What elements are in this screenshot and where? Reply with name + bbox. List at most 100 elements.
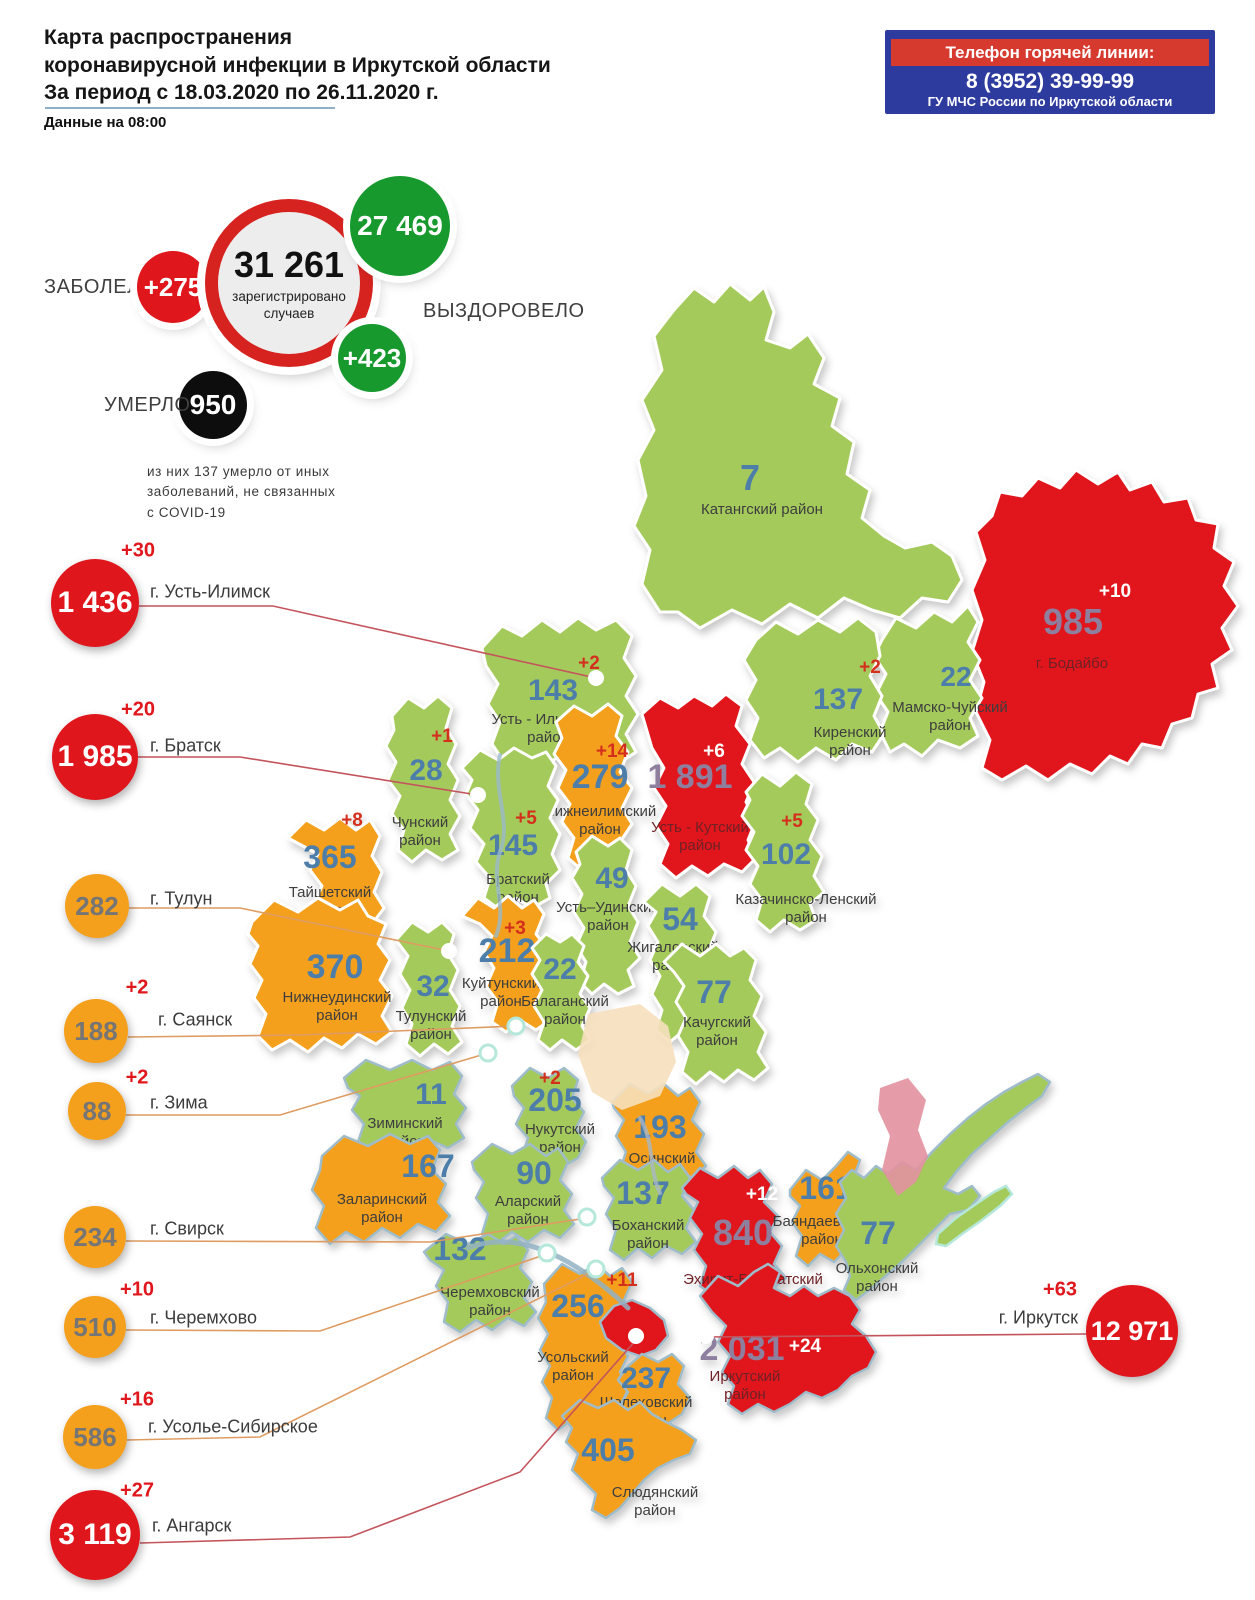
district-value: 193 xyxy=(633,1109,686,1145)
registered-value: 31 261 xyxy=(233,243,345,285)
district-value: 237 xyxy=(621,1362,671,1395)
district-balagansky: 22 Балаганский район xyxy=(521,932,609,1052)
hotline-phone: 8 (3952) 39-99-99 xyxy=(965,70,1135,93)
city-dot-cheremkhovo xyxy=(537,1243,557,1263)
hotline-org: ГУ МЧС России по Иркутской области xyxy=(927,94,1173,109)
district-label: Аларский район xyxy=(495,1193,561,1228)
district-label: Нижнеудинский район xyxy=(283,989,392,1024)
district-delta: +5 xyxy=(781,811,803,832)
district-value: 22 xyxy=(543,953,576,986)
leader-line-bratsk xyxy=(138,756,479,796)
district-bratsky: 145+5 Братский район xyxy=(460,746,562,912)
district-label: Боханский район xyxy=(612,1217,685,1252)
district-delta: +11 xyxy=(606,1270,638,1291)
district-delta: +6 xyxy=(703,741,725,762)
district-katangsky: 7 Катангский район xyxy=(632,282,964,630)
page-title: Карта распространения коронавирусной инф… xyxy=(44,26,551,105)
district-label: Мамско-Чуйский район xyxy=(892,699,1008,734)
district-value: 28 xyxy=(409,754,442,787)
district-value: 985 xyxy=(1043,601,1103,642)
district-value: 77 xyxy=(860,1215,896,1251)
district-value: 11 xyxy=(415,1078,447,1111)
district-label: Нижнеилимский район xyxy=(544,803,657,838)
district-label: Усть–Удинский район xyxy=(556,899,660,934)
district-label: Иркутский район xyxy=(710,1368,781,1403)
district-label: Чунский район xyxy=(392,814,449,849)
leader-line-cheremkhovo xyxy=(125,1253,548,1332)
district-label: Заларинский район xyxy=(337,1191,427,1226)
shading-pink xyxy=(878,1078,928,1196)
district-value: 102 xyxy=(761,838,811,871)
district-chunsky: 28 +1 Чунский район xyxy=(384,694,462,864)
district-label: г. Бодайбо xyxy=(1036,655,1108,672)
leader-line-angarsk xyxy=(139,1339,637,1544)
district-label: Усольский район xyxy=(537,1349,609,1384)
district-value: 77 xyxy=(696,974,732,1010)
hotline-box: Телефон горячей линии: 8 (3952) 39-99-99… xyxy=(885,30,1215,114)
city-dot-ust-ilimsk xyxy=(588,670,604,686)
city-dot-zima xyxy=(478,1043,498,1063)
recovered-label: ВЫЗДОРОВЕЛО xyxy=(423,300,585,322)
leader-line-zima xyxy=(126,1052,489,1116)
leader-line-tulun xyxy=(129,907,450,952)
city-dot-irkutsk xyxy=(698,1328,714,1344)
data-as-of: Данные на 08:00 xyxy=(44,114,167,131)
district-kirensky: 137 +2 Киренский район xyxy=(742,616,887,764)
district-label: Усть - Кутский район xyxy=(651,819,749,854)
district-value: 840 xyxy=(713,1212,773,1253)
died-label: УМЕРЛО xyxy=(104,394,191,416)
leader-line-irkutsk xyxy=(705,1333,1087,1338)
leader-line-sayansk xyxy=(127,1025,517,1038)
district-value: 7 xyxy=(740,457,760,498)
district-value: 137 xyxy=(813,683,863,716)
district-label: Казачинско-Ленский район xyxy=(735,891,876,926)
district-value: 167 xyxy=(401,1148,454,1184)
district-label: Братский район xyxy=(486,871,550,906)
city-dot-usolye xyxy=(586,1259,606,1279)
district-value: 365 xyxy=(303,839,356,875)
district-label: Качугский район xyxy=(683,1014,751,1049)
district-label: Слюдянский район xyxy=(612,1484,698,1519)
district-delta: +2 xyxy=(578,653,600,674)
district-label: Катангский район xyxy=(701,501,823,518)
died-circle: 950 xyxy=(179,371,247,439)
district-label: Куйтунский район xyxy=(462,975,540,1010)
district-value: 405 xyxy=(581,1432,634,1468)
sick-delta-circle: +275 xyxy=(137,251,209,323)
district-olkhonsky: 77 Ольхонский район xyxy=(834,1072,1052,1302)
district-ust-kutsky: 1 891+6 Усть - Кутский район xyxy=(640,692,758,880)
district-kuitunsky: 212+3 Куйтунский район xyxy=(460,894,552,1034)
district-value: 256 xyxy=(551,1288,604,1324)
district-label: Балаганский район xyxy=(521,993,609,1028)
recovered-delta-circle: +423 xyxy=(338,324,406,392)
district-delta: +3 xyxy=(504,918,526,939)
district-angarsk-area xyxy=(598,1298,670,1358)
district-label: Киренский район xyxy=(814,724,887,759)
leader-line-svirsk xyxy=(125,1217,588,1243)
leader-line-usolye xyxy=(126,1269,597,1441)
district-value: 22 xyxy=(940,661,971,692)
sick-delta-value: +275 xyxy=(143,271,203,302)
registered-caption: зарегистрировано случаев xyxy=(232,288,346,321)
district-kazachinsko-lensky: 102 +5 Казачинско-Ленский район xyxy=(735,770,877,934)
district-value: 205 xyxy=(528,1082,581,1118)
died-note: из них 137 умерло от иных заболеваний, н… xyxy=(147,464,336,520)
district-value: 32 xyxy=(416,970,449,1003)
district-delta: +10 xyxy=(1099,581,1131,602)
district-delta: +2 xyxy=(859,657,881,678)
district-cheremkhovsky: 132 Черемховский район xyxy=(422,1231,540,1334)
recovered-delta-value: +423 xyxy=(342,342,402,373)
city-dot-sayansk xyxy=(506,1016,526,1036)
district-value: 212 xyxy=(479,932,536,970)
river-osa-arm xyxy=(638,1116,662,1195)
district-value: 143 xyxy=(528,674,578,707)
district-delta: +12 xyxy=(746,1184,778,1205)
district-ust-udinsky: 49 Усть–Удинский район xyxy=(556,834,660,996)
district-label: Нукутский район xyxy=(525,1121,595,1156)
district-label: Ольхонский район xyxy=(836,1260,919,1295)
district-value: 1 891 xyxy=(647,758,732,796)
district-value: 145 xyxy=(488,829,538,862)
